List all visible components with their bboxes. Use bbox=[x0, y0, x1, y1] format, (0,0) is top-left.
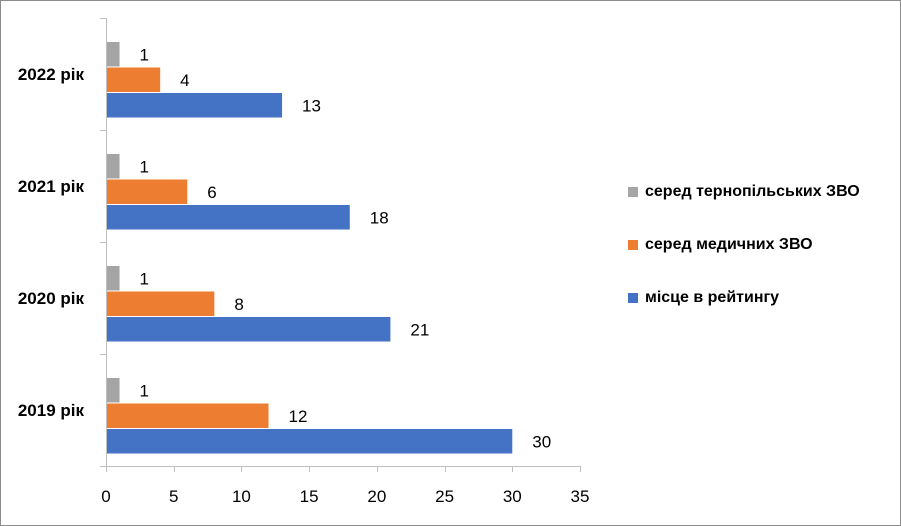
x-tick-label-7: 35 bbox=[571, 487, 590, 506]
legend: серед тернопільських ЗВО серед медичних … bbox=[628, 178, 898, 337]
legend-label-medical: серед медичних ЗВО bbox=[645, 236, 813, 253]
bar-ternopil-1 bbox=[106, 154, 120, 179]
bar-medical-1 bbox=[106, 179, 188, 204]
legend-item-medical: серед медичних ЗВО bbox=[628, 231, 898, 259]
legend-swatch-rating bbox=[628, 293, 638, 303]
category-label-0: 2022 рік bbox=[18, 65, 85, 84]
bar-rating-1 bbox=[106, 205, 350, 230]
data-label-ternopil-3: 1 bbox=[140, 381, 149, 400]
data-label-rating-3: 30 bbox=[532, 432, 551, 451]
legend-swatch-medical bbox=[628, 240, 638, 250]
bar-rating-0 bbox=[106, 93, 283, 118]
x-tick-label-2: 10 bbox=[232, 487, 251, 506]
bar-ternopil-3 bbox=[106, 378, 120, 403]
bar-medical-0 bbox=[106, 67, 161, 92]
data-label-medical-0: 4 bbox=[180, 71, 189, 90]
legend-item-rating: місце в рейтингу bbox=[628, 284, 898, 312]
category-label-1: 2021 рік bbox=[18, 177, 85, 196]
bar-medical-2 bbox=[106, 291, 215, 316]
data-label-medical-3: 12 bbox=[289, 407, 308, 426]
bar-ternopil-2 bbox=[106, 266, 120, 291]
category-label-3: 2019 рік bbox=[18, 401, 85, 420]
legend-item-ternopil: серед тернопільських ЗВО bbox=[628, 178, 898, 206]
bar-medical-3 bbox=[106, 403, 269, 428]
data-label-rating-1: 18 bbox=[370, 208, 389, 227]
data-label-medical-2: 8 bbox=[234, 295, 243, 314]
x-tick-label-4: 20 bbox=[367, 487, 386, 506]
data-label-ternopil-0: 1 bbox=[140, 45, 149, 64]
legend-label-ternopil: серед тернопільських ЗВО bbox=[645, 183, 860, 200]
legend-swatch-ternopil bbox=[628, 187, 638, 197]
bar-rating-3 bbox=[106, 429, 513, 454]
bar-ternopil-0 bbox=[106, 42, 120, 67]
x-tick-label-1: 5 bbox=[169, 487, 178, 506]
data-label-ternopil-1: 1 bbox=[140, 157, 149, 176]
data-label-medical-1: 6 bbox=[207, 183, 216, 202]
x-tick-label-3: 15 bbox=[300, 487, 319, 506]
category-label-2: 2020 рік bbox=[18, 289, 85, 308]
bar-rating-2 bbox=[106, 317, 391, 342]
x-tick-label-0: 0 bbox=[101, 487, 110, 506]
x-tick-label-5: 25 bbox=[435, 487, 454, 506]
x-tick-label-6: 30 bbox=[503, 487, 522, 506]
data-label-rating-0: 13 bbox=[302, 96, 321, 115]
data-label-rating-2: 21 bbox=[410, 320, 429, 339]
data-label-ternopil-2: 1 bbox=[140, 269, 149, 288]
legend-label-rating: місце в рейтингу bbox=[645, 289, 780, 306]
